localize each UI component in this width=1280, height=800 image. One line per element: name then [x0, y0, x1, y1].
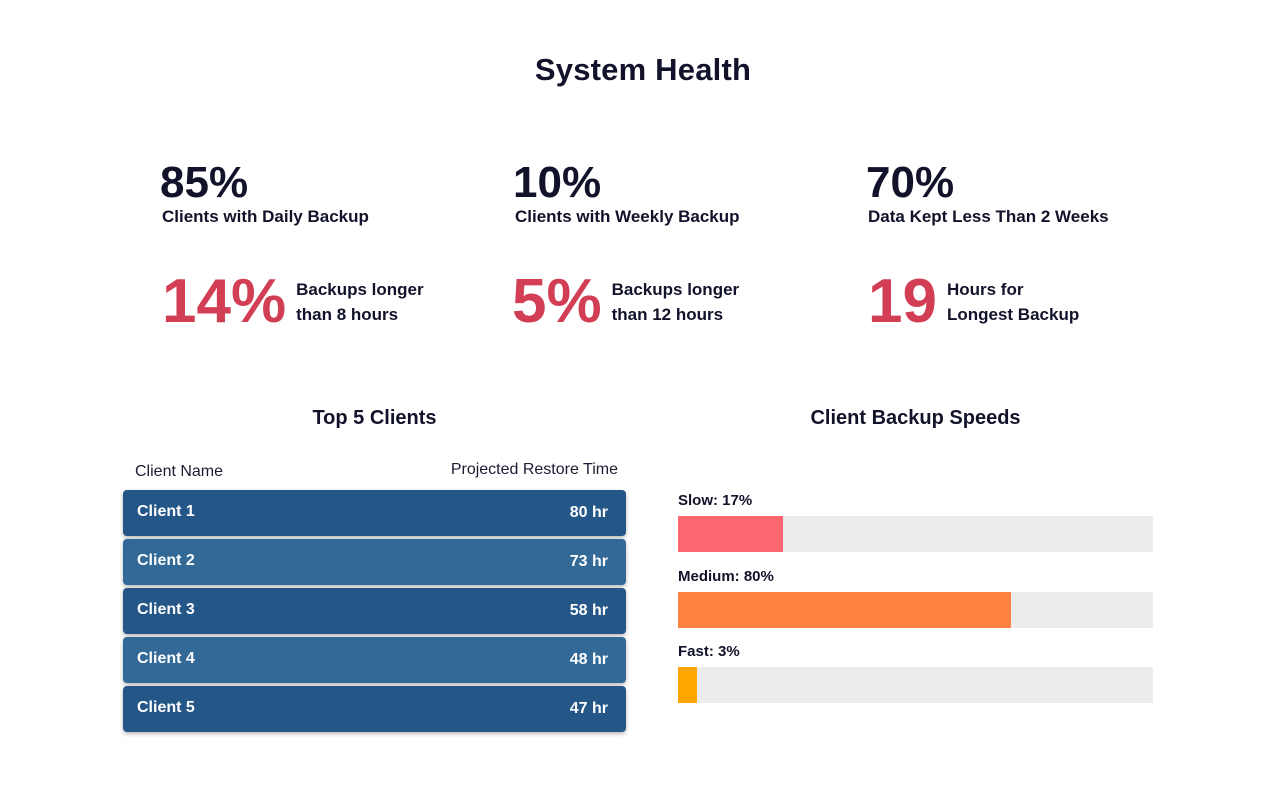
speed-bar-slow [678, 516, 1153, 552]
speed-fill-medium [678, 592, 1011, 628]
stat-daily-backup: 85% Clients with Daily Backup [160, 160, 369, 227]
speed-label-fast: Fast: 3% [678, 643, 740, 660]
client-restore-time: 47 hr [569, 700, 608, 717]
client-row[interactable]: Client 2 73 hr [123, 539, 626, 585]
client-restore-time: 58 hr [569, 602, 608, 619]
client-row[interactable]: Client 1 80 hr [123, 490, 626, 536]
page-title: System Health [534, 52, 752, 87]
speed-fill-slow [678, 516, 783, 552]
client-row[interactable]: Client 5 47 hr [123, 686, 626, 732]
column-header-client-name: Client Name [135, 463, 224, 480]
alert-label: Backups longer than 8 hours [296, 280, 424, 324]
stat-value: 70% [866, 158, 955, 207]
stat-label: Data Kept Less Than 2 Weeks [868, 207, 1109, 226]
stat-weekly-backup: 10% Clients with Weekly Backup [513, 160, 740, 227]
client-name: Client 4 [137, 650, 195, 667]
alert-longest-backup: 19 Hours for Longest Backup [868, 268, 1079, 336]
client-restore-time: 48 hr [569, 651, 608, 668]
stat-label: Clients with Weekly Backup [515, 207, 740, 226]
speed-label-slow: Slow: 17% [678, 492, 753, 509]
alert-value: 5% [512, 267, 602, 336]
client-restore-time: 80 hr [569, 504, 608, 521]
alert-value: 19 [868, 267, 937, 336]
speed-bar-medium [678, 592, 1153, 628]
backup-speeds-title: Client Backup Speeds [810, 407, 1021, 429]
stat-data-kept: 70% Data Kept Less Than 2 Weeks [866, 160, 1109, 227]
stat-value: 85% [160, 158, 249, 207]
speed-fill-fast [678, 667, 697, 703]
alert-backups-over-12h: 5% Backups longer than 12 hours [512, 268, 739, 336]
top-clients-title: Top 5 Clients [312, 407, 437, 429]
client-name: Client 2 [137, 552, 195, 569]
client-name: Client 1 [137, 503, 195, 520]
alert-label: Backups longer than 12 hours [611, 280, 740, 324]
column-header-restore-time: Projected Restore Time [450, 461, 618, 478]
stat-label: Clients with Daily Backup [162, 207, 369, 226]
alert-label: Hours for Longest Backup [946, 280, 1080, 324]
client-row[interactable]: Client 4 48 hr [123, 637, 626, 683]
alert-backups-over-8h: 14% Backups longer than 8 hours [162, 268, 424, 336]
client-row[interactable]: Client 3 58 hr [123, 588, 626, 634]
alert-value: 14% [162, 267, 287, 336]
client-name: Client 5 [137, 699, 195, 716]
client-restore-time: 73 hr [569, 553, 608, 570]
client-name: Client 3 [137, 601, 195, 618]
stat-value: 10% [513, 158, 602, 207]
speed-label-medium: Medium: 80% [678, 568, 774, 585]
speed-bar-fast [678, 667, 1153, 703]
